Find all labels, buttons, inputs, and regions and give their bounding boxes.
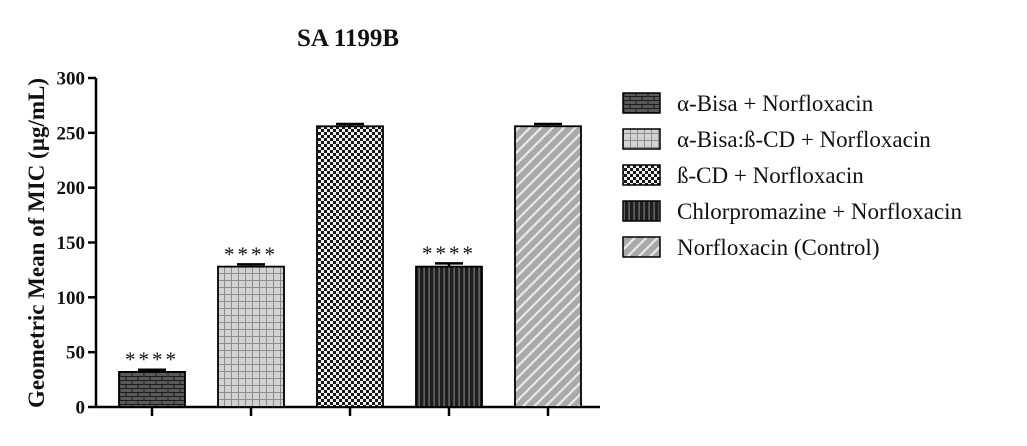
y-tick-label: 200 xyxy=(57,178,86,199)
legend-swatch xyxy=(622,164,661,186)
legend-label: ß-CD + Norfloxacin xyxy=(677,163,864,188)
bar xyxy=(118,371,186,408)
y-tick-label: 300 xyxy=(57,69,86,90)
y-tick-label: 0 xyxy=(76,398,86,419)
legend-swatch xyxy=(622,128,661,150)
legend-label: α-Bisa:ß-CD + Norfloxacin xyxy=(677,127,931,152)
y-axis: 0 50 100 150 200 250 300 xyxy=(57,69,98,419)
y-tick-label: 50 xyxy=(66,343,85,364)
legend-label: α-Bisa + Norfloxacin xyxy=(677,91,874,116)
y-tick-label: 100 xyxy=(57,288,86,309)
y-tick-label: 250 xyxy=(57,123,86,144)
significance-label: **** xyxy=(422,241,476,265)
chart-title: SA 1199B xyxy=(297,25,399,52)
legend-swatch xyxy=(622,236,661,258)
legend: α-Bisa + Norfloxacin α-Bisa:ß-CD + Norflo… xyxy=(622,91,963,260)
y-tick-label: 150 xyxy=(57,233,86,254)
x-axis xyxy=(96,405,600,416)
legend-label: Chlorpromazine + Norfloxacin xyxy=(677,199,963,224)
bar xyxy=(514,125,582,408)
legend-swatch xyxy=(622,92,661,114)
significance-label: **** xyxy=(125,348,179,372)
bar xyxy=(316,125,384,408)
legend-label: Norfloxacin (Control) xyxy=(677,235,879,260)
significance-label: **** xyxy=(224,242,278,266)
bar xyxy=(415,265,483,408)
bar xyxy=(217,265,285,408)
bars: **** **** **** xyxy=(118,122,582,408)
legend-swatch xyxy=(622,200,661,222)
y-axis-label: Geometric Mean of MIC (µg/mL) xyxy=(24,78,49,408)
